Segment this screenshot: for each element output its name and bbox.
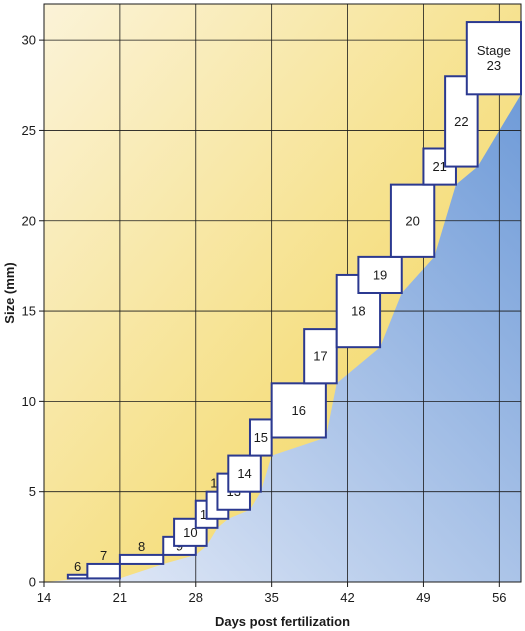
- y-tick-label: 30: [22, 33, 36, 48]
- stage-rect: [389, 183, 436, 258]
- stage-label: Stage 23: [477, 43, 511, 73]
- x-axis-title: Days post fertilization: [215, 614, 350, 629]
- stage-label: 15: [254, 430, 268, 445]
- stage-rect: [357, 255, 403, 294]
- y-tick-label: 25: [22, 123, 36, 138]
- stage-rect: [86, 562, 121, 580]
- y-axis-title: Size (mm): [2, 262, 17, 323]
- plot-area: [44, 4, 521, 582]
- stage-label: 14: [237, 466, 251, 481]
- x-tick-label: 35: [264, 590, 278, 605]
- x-tick-label: 49: [416, 590, 430, 605]
- stage-rect: [118, 553, 165, 565]
- y-axis: 0 5 10 15 20 25 30: [22, 33, 44, 590]
- stage-label: 17: [313, 349, 327, 364]
- x-tick-label: 56: [492, 590, 506, 605]
- y-tick-label: 20: [22, 213, 36, 228]
- stage-box: Stage 23: [465, 21, 522, 96]
- stage-box: 7: [86, 548, 121, 580]
- x-tick-label: 28: [189, 590, 203, 605]
- x-tick-label: 42: [340, 590, 354, 605]
- y-tick-label: 10: [22, 394, 36, 409]
- stage-label: 18: [351, 304, 365, 319]
- stage-label: 6: [74, 559, 81, 574]
- stage-rect: [227, 454, 262, 493]
- x-axis: 14 21 28 35 42 49 56: [37, 582, 507, 605]
- stage-label: 20: [405, 213, 419, 228]
- lower-region: [44, 94, 521, 582]
- plot-frame: [43, 3, 522, 583]
- stage-label: 8: [138, 539, 145, 554]
- stage-rect: [303, 328, 338, 385]
- stage-label: 19: [373, 267, 387, 282]
- stage-box: 16: [270, 382, 327, 439]
- stage-label: 10: [183, 525, 197, 540]
- stage-label: 16: [292, 403, 306, 418]
- stage-label: 7: [100, 548, 107, 563]
- stage-rect: [270, 382, 327, 439]
- y-tick-label: 5: [29, 484, 36, 499]
- stage-box: 15: [248, 418, 273, 457]
- stage-box: 14: [227, 454, 262, 493]
- x-tick-label: 14: [37, 590, 51, 605]
- y-tick-label: 15: [22, 304, 36, 319]
- x-tick-label: 21: [113, 590, 127, 605]
- stage-box: 17: [303, 328, 338, 385]
- stage-label: 22: [454, 114, 468, 129]
- stage-rect: [66, 573, 89, 580]
- grid-lines: [44, 4, 521, 582]
- stage-label: 21: [432, 159, 446, 174]
- stage-boxes: 678910111213141516171819202122Stage23: [66, 21, 522, 580]
- y-tick-label: 0: [29, 575, 36, 590]
- stage-box: 8: [118, 539, 165, 565]
- stage-box: 19: [357, 255, 403, 294]
- stage-box: 20: [389, 183, 436, 258]
- stage-rect: [465, 21, 522, 96]
